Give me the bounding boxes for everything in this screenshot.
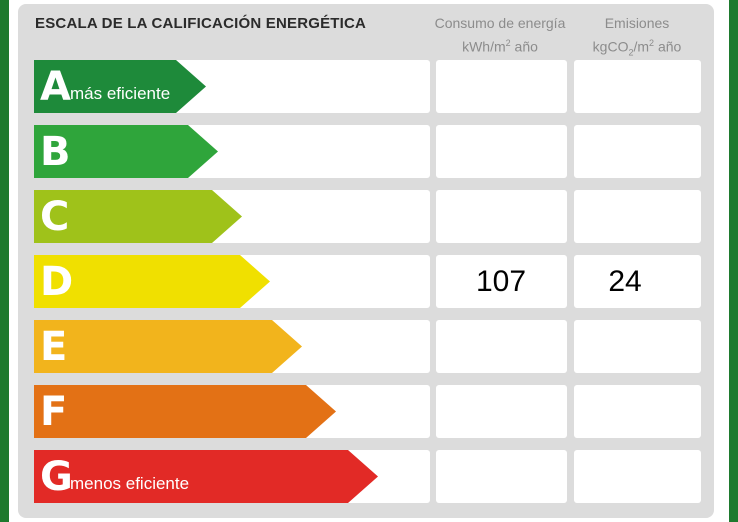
emisiones-cell [574,320,701,373]
consumo-value: 107 [475,265,527,298]
consumo-header-line1: Consumo de energía [434,15,566,31]
consumo-header-unit: kWh/m2 año [462,38,538,55]
rating-sublabel: menos eficiente [70,474,190,493]
emisiones-cell [574,60,701,113]
rating-arrow-f: F [34,385,336,438]
consumo-cell [436,125,567,178]
consumo-cell: 107 [436,255,567,308]
consumo-cell [436,385,567,438]
rating-arrow-c: C [34,190,242,243]
consumo-cell [436,450,567,503]
rating-arrow-d: D [34,255,270,308]
emisiones-cell [574,450,701,503]
rating-letter: F [40,389,68,435]
rating-letter: G [40,454,73,500]
rating-letter: D [40,259,74,305]
consumo-cell [436,190,567,243]
emisiones-header: Emisiones kgCO2/m2 año [570,13,704,62]
scale-title: ESCALA DE LA CALIFICACIÓN ENERGÉTICA [35,15,367,32]
emisiones-value: 24 [608,265,642,298]
emisiones-cell: 24 [574,255,701,308]
rating-arrow-b: B [34,125,218,178]
consumo-cell [436,60,567,113]
consumo-header: Consumo de energía kWh/m2 año [432,13,568,57]
emisiones-cell [574,190,701,243]
emisiones-header-unit: kgCO2/m2 año [592,38,682,58]
emisiones-cell [574,385,701,438]
rating-sublabel: más eficiente [70,84,171,103]
consumo-cell [436,320,567,373]
rating-letter: C [40,194,70,240]
rating-letter: A [40,64,71,110]
rating-letter: B [40,129,71,175]
rating-arrow-e: E [34,320,302,373]
rating-letter: E [40,324,68,370]
emisiones-header-line1: Emisiones [604,15,670,31]
emisiones-cell [574,125,701,178]
